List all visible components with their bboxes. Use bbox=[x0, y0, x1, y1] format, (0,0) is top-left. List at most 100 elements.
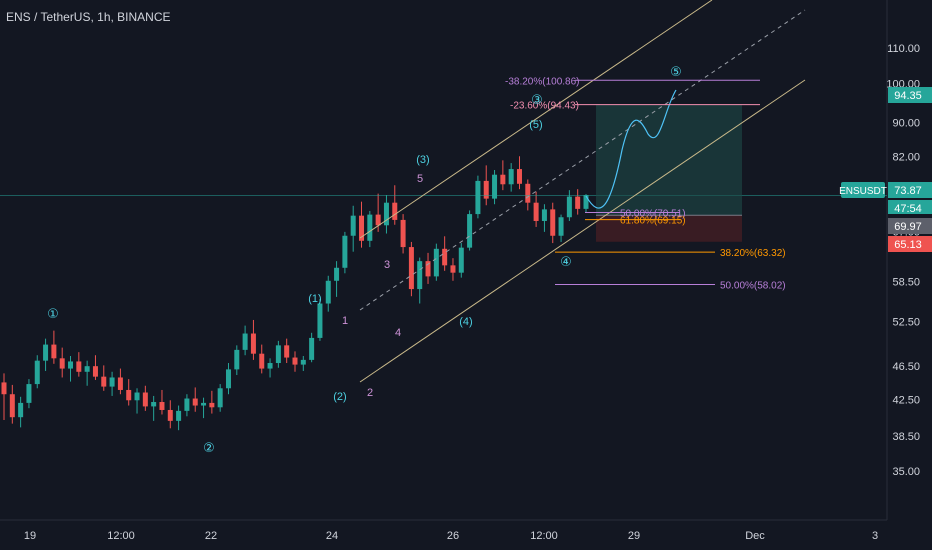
candle-body bbox=[184, 398, 190, 411]
candle-body bbox=[68, 361, 74, 369]
price-tags: 94.35 ENSUSDT 73.87 47:54 69.97 65.13 bbox=[839, 87, 932, 252]
candle-body bbox=[259, 353, 265, 369]
candle-body bbox=[359, 215, 365, 241]
candle-body bbox=[400, 219, 406, 248]
symbol-tag-label: ENSUSDT bbox=[839, 186, 887, 197]
price-tag-label: 65.13 bbox=[894, 239, 922, 251]
wave-label: ③ bbox=[531, 92, 543, 107]
wave-label: ④ bbox=[560, 254, 572, 269]
candle-body bbox=[192, 398, 198, 406]
candle-body bbox=[76, 361, 82, 372]
candle-body bbox=[142, 392, 148, 407]
wave-label: ① bbox=[47, 306, 59, 321]
y-tick-label: 35.00 bbox=[892, 466, 920, 478]
candle-body bbox=[525, 183, 531, 203]
candle-body bbox=[167, 409, 173, 421]
candle-body bbox=[101, 376, 107, 387]
x-tick-label: 24 bbox=[326, 530, 338, 542]
x-tick-label: 29 bbox=[628, 530, 640, 542]
candle-body bbox=[550, 209, 556, 236]
wave-label: (4) bbox=[459, 316, 472, 328]
candle-body bbox=[234, 349, 240, 370]
candle-body bbox=[18, 402, 24, 418]
x-tick-label: 12:00 bbox=[107, 530, 135, 542]
candle-body bbox=[134, 392, 140, 401]
price-tag bbox=[888, 200, 932, 214]
candle-body bbox=[558, 217, 564, 236]
candle-body bbox=[34, 360, 40, 385]
wave-label: 5 bbox=[417, 173, 423, 185]
candle-body bbox=[26, 384, 32, 403]
candle-body bbox=[566, 196, 572, 218]
fib-level-label: 50.00%(58.02) bbox=[720, 280, 786, 291]
candle-body bbox=[51, 344, 57, 359]
y-tick-label: 110.00 bbox=[887, 43, 920, 55]
chart-title: ENS / TetherUS, 1h, BINANCE bbox=[6, 10, 171, 24]
fib-level-label: 50.00%(70.51) bbox=[620, 208, 686, 219]
candle-body bbox=[433, 248, 439, 277]
wave-label: (2) bbox=[333, 391, 346, 403]
candle-body bbox=[151, 402, 157, 407]
candle-body bbox=[126, 389, 132, 401]
candle-body bbox=[225, 369, 231, 389]
candle-body bbox=[159, 402, 165, 410]
candle-body bbox=[217, 388, 223, 408]
wave-label: 1 bbox=[342, 315, 348, 327]
candle-body bbox=[334, 267, 340, 281]
candle-body bbox=[458, 247, 464, 273]
wave-label: ⑤ bbox=[670, 64, 682, 79]
candle-body bbox=[267, 363, 273, 369]
x-tick-label: 19 bbox=[24, 530, 36, 542]
candle-body bbox=[325, 280, 331, 304]
candle-body bbox=[109, 377, 115, 387]
x-tick-label: 26 bbox=[447, 530, 459, 542]
candle-body bbox=[392, 202, 398, 220]
candle-body bbox=[176, 410, 182, 421]
candle-body bbox=[383, 202, 389, 226]
price-tag bbox=[888, 218, 932, 234]
wave-label: 3 bbox=[384, 259, 390, 271]
candle-body bbox=[508, 169, 514, 185]
price-tag bbox=[888, 87, 932, 103]
drawing-overlays: -38.20%(100.86) -23.60%(94.43) 50.00%(70.5… bbox=[0, 0, 887, 455]
candle-body bbox=[467, 214, 473, 248]
candle-body bbox=[516, 169, 522, 184]
channel-mid bbox=[359, 9, 806, 311]
fib-level-label: 38.20%(63.32) bbox=[720, 248, 786, 259]
candle-body bbox=[275, 345, 281, 364]
candle-body bbox=[209, 402, 215, 408]
candle-body bbox=[292, 357, 298, 365]
price-tag-label: 47:54 bbox=[894, 203, 922, 215]
wave-label: (1) bbox=[308, 293, 321, 305]
candle-body bbox=[375, 214, 381, 226]
y-tick-label: 38.50 bbox=[892, 431, 920, 443]
fib-level-label: 61.80%(69.15) bbox=[620, 216, 686, 227]
candle-body bbox=[483, 180, 489, 199]
candle-body bbox=[9, 394, 15, 418]
candle-body bbox=[43, 344, 49, 361]
fib-level-label: -23.60%(94.43) bbox=[510, 101, 579, 112]
candle-body bbox=[541, 209, 547, 221]
y-tick-label: 90.00 bbox=[892, 117, 920, 129]
candle-body bbox=[342, 235, 348, 268]
candle-body bbox=[500, 174, 506, 185]
fib-level-label: -38.20%(100.86) bbox=[505, 76, 580, 87]
candle-body bbox=[442, 248, 448, 266]
candle-body bbox=[300, 359, 306, 365]
candle-body bbox=[309, 337, 315, 360]
x-tick-label: 3 bbox=[872, 530, 878, 542]
target-zone bbox=[596, 104, 742, 216]
candle-body bbox=[408, 247, 414, 290]
candle-body bbox=[425, 261, 431, 277]
candle-body bbox=[367, 214, 373, 241]
candle-body bbox=[201, 402, 207, 406]
price-tag-label: 73.87 bbox=[894, 185, 922, 197]
candle-body bbox=[575, 196, 581, 209]
wave-label: 4 bbox=[395, 327, 401, 339]
candle-body bbox=[583, 195, 589, 209]
x-tick-label: 22 bbox=[205, 530, 217, 542]
candle-body bbox=[1, 382, 7, 395]
candle-body bbox=[417, 261, 423, 290]
x-tick-label: Dec bbox=[745, 530, 765, 542]
